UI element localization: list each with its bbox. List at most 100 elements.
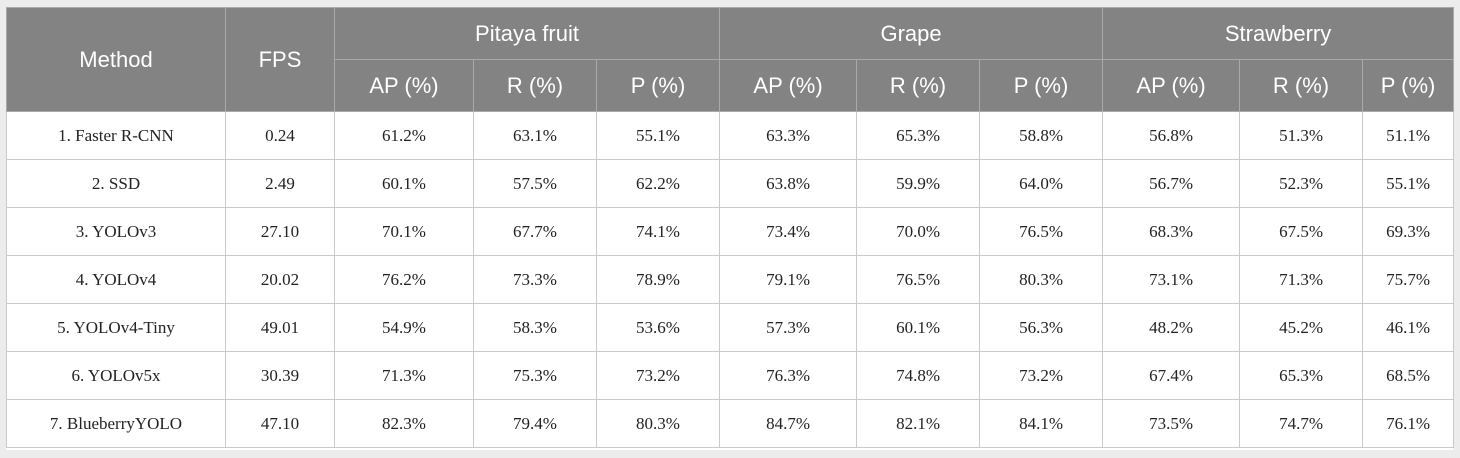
cell-value: 56.8% xyxy=(1102,111,1241,160)
header-row-groups: Method FPS Pitaya fruit Grape Strawberry xyxy=(6,7,1455,112)
cell-value: 63.8% xyxy=(719,159,858,208)
cell-value: 58.3% xyxy=(473,303,597,352)
cell-value: 76.1% xyxy=(1362,399,1455,448)
cell-value: 57.5% xyxy=(473,159,597,208)
header-row-metrics: AP (%) R (%) P (%) AP (%) R (%) P (%) AP… xyxy=(7,59,1455,112)
cell-value: 80.3% xyxy=(595,399,721,448)
cell-value: 76.3% xyxy=(719,351,858,400)
cell-fps: 20.02 xyxy=(225,255,335,304)
cell-value: 74.1% xyxy=(595,207,721,256)
table-row: 5. YOLOv4-Tiny 49.01 54.9% 58.3% 53.6% 57.3% 6… xyxy=(6,303,1455,352)
cell-value: 68.5% xyxy=(1362,351,1455,400)
cell-method: 6. YOLOv5x xyxy=(6,351,226,400)
cell-method: 3. YOLOv3 xyxy=(6,207,226,256)
cell-value: 75.3% xyxy=(473,351,597,400)
cell-value: 70.1% xyxy=(334,207,474,256)
cell-value: 54.9% xyxy=(334,303,474,352)
cell-method: 5. YOLOv4-Tiny xyxy=(6,303,226,352)
cell-value: 53.6% xyxy=(595,303,721,352)
cell-value: 79.4% xyxy=(473,399,597,448)
cell-value: 51.3% xyxy=(1239,111,1364,160)
header-group-pitaya: Pitaya fruit xyxy=(333,7,721,60)
header-metric-r: R (%) xyxy=(473,59,597,112)
header-group-strawberry: Strawberry xyxy=(1102,7,1455,60)
cell-value: 73.3% xyxy=(473,255,597,304)
cell-method: 1. Faster R-CNN xyxy=(6,111,226,160)
cell-fps: 2.49 xyxy=(225,159,335,208)
cell-value: 82.3% xyxy=(334,399,474,448)
cell-fps: 47.10 xyxy=(225,399,335,448)
cell-value: 70.0% xyxy=(856,207,981,256)
header-method: Method xyxy=(6,7,226,112)
table-row: 2. SSD 2.49 60.1% 57.5% 62.2% 63.8% 59.9% 64.0%… xyxy=(6,159,1455,208)
cell-value: 84.1% xyxy=(979,399,1104,448)
cell-value: 76.5% xyxy=(979,207,1104,256)
cell-value: 75.7% xyxy=(1362,255,1455,304)
cell-value: 46.1% xyxy=(1362,303,1455,352)
cell-value: 67.4% xyxy=(1102,351,1241,400)
cell-fps: 0.24 xyxy=(225,111,335,160)
cell-value: 45.2% xyxy=(1239,303,1364,352)
header-metric-p: P (%) xyxy=(1362,59,1455,112)
cell-value: 55.1% xyxy=(595,111,721,160)
table-row: 4. YOLOv4 20.02 76.2% 73.3% 78.9% 79.1% 76.5% 8… xyxy=(6,255,1455,304)
cell-value: 73.2% xyxy=(595,351,721,400)
table-row: 7. BlueberryYOLO 47.10 82.3% 79.4% 80.3% 84.7… xyxy=(6,399,1455,448)
cell-value: 55.1% xyxy=(1362,159,1455,208)
cell-value: 60.1% xyxy=(334,159,474,208)
header-metric-r: R (%) xyxy=(856,59,981,112)
header-metric-p: P (%) xyxy=(979,59,1104,112)
header-metric-p: P (%) xyxy=(595,59,721,112)
cell-method: 7. BlueberryYOLO xyxy=(6,399,226,448)
cell-value: 48.2% xyxy=(1102,303,1241,352)
header-metric-ap: AP (%) xyxy=(334,59,474,112)
cell-value: 74.8% xyxy=(856,351,981,400)
cell-fps: 49.01 xyxy=(225,303,335,352)
table-body: 1. Faster R-CNN 0.24 61.2% 63.1% 55.1% 63.3% 6… xyxy=(6,111,1455,448)
cell-value: 60.1% xyxy=(856,303,981,352)
header-metric-r: R (%) xyxy=(1239,59,1364,112)
table-row: 6. YOLOv5x 30.39 71.3% 75.3% 73.2% 76.3% 74.8%… xyxy=(6,351,1455,400)
cell-value: 65.3% xyxy=(856,111,981,160)
cell-value: 59.9% xyxy=(856,159,981,208)
cell-value: 67.7% xyxy=(473,207,597,256)
cell-fps: 30.39 xyxy=(225,351,335,400)
cell-value: 73.5% xyxy=(1102,399,1241,448)
cell-value: 84.7% xyxy=(719,399,858,448)
cell-value: 80.3% xyxy=(979,255,1104,304)
cell-value: 63.1% xyxy=(473,111,597,160)
cell-value: 79.1% xyxy=(719,255,858,304)
cell-value: 82.1% xyxy=(856,399,981,448)
cell-value: 58.8% xyxy=(979,111,1104,160)
header-metric-ap: AP (%) xyxy=(1102,59,1241,112)
cell-value: 63.3% xyxy=(719,111,858,160)
cell-value: 69.3% xyxy=(1362,207,1455,256)
cell-value: 56.3% xyxy=(979,303,1104,352)
cell-value: 68.3% xyxy=(1102,207,1241,256)
cell-value: 51.1% xyxy=(1362,111,1455,160)
cell-value: 76.2% xyxy=(334,255,474,304)
header-metric-ap: AP (%) xyxy=(719,59,858,112)
cell-value: 62.2% xyxy=(595,159,721,208)
header-group-grape: Grape xyxy=(719,7,1104,60)
cell-value: 64.0% xyxy=(979,159,1104,208)
cell-value: 73.2% xyxy=(979,351,1104,400)
cell-value: 65.3% xyxy=(1239,351,1364,400)
cell-value: 52.3% xyxy=(1239,159,1364,208)
cell-method: 2. SSD xyxy=(6,159,226,208)
cell-value: 56.7% xyxy=(1102,159,1241,208)
cell-value: 71.3% xyxy=(334,351,474,400)
cell-value: 78.9% xyxy=(595,255,721,304)
cell-fps: 27.10 xyxy=(225,207,335,256)
cell-value: 67.5% xyxy=(1239,207,1364,256)
cell-method: 4. YOLOv4 xyxy=(6,255,226,304)
cell-value: 73.4% xyxy=(719,207,858,256)
comparison-table: Method FPS Pitaya fruit Grape Strawberry… xyxy=(6,7,1455,448)
cell-value: 74.7% xyxy=(1239,399,1364,448)
header-fps: FPS xyxy=(225,7,335,112)
cell-value: 76.5% xyxy=(856,255,981,304)
cell-value: 57.3% xyxy=(719,303,858,352)
cell-value: 61.2% xyxy=(334,111,474,160)
table-frame: Method FPS Pitaya fruit Grape Strawberry… xyxy=(6,7,1455,450)
cell-value: 71.3% xyxy=(1239,255,1364,304)
